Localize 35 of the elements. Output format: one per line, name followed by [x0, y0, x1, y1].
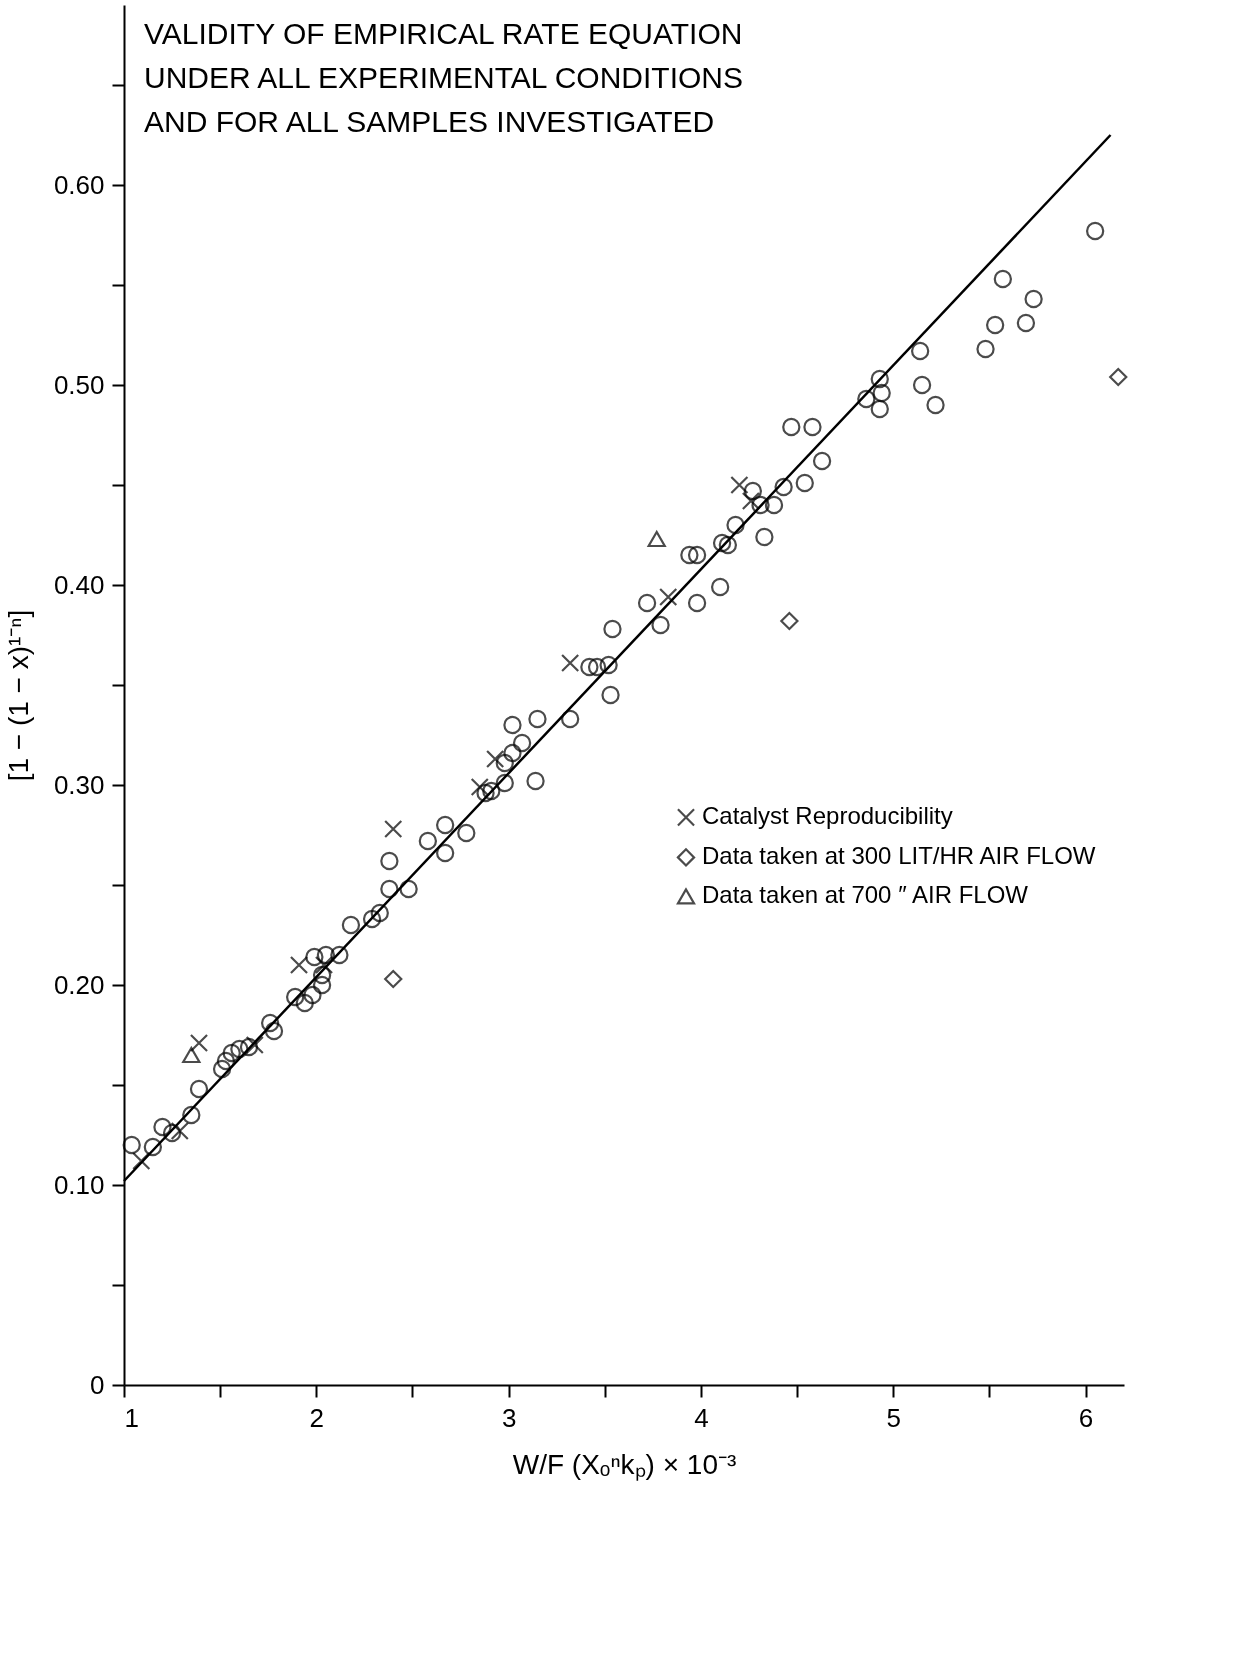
point — [780, 611, 799, 631]
point — [1109, 367, 1128, 387]
legend-label: Catalyst Reproducibility — [702, 802, 953, 830]
y-tick-label: 0.60 — [53, 169, 105, 200]
point — [245, 1035, 264, 1055]
x-axis-title: W/F (Xₒⁿkₚ) × 10⁻³ — [512, 1448, 737, 1481]
legend-label: Data taken at 300 LIT/HR AIR FLOW — [702, 842, 1096, 870]
point — [132, 1151, 151, 1171]
x-tick-label: 6 — [1078, 1402, 1094, 1433]
point — [289, 955, 309, 975]
x-tick-label: 4 — [694, 1402, 709, 1433]
text: VALIDITY OF EMPIRICAL RATE EQUATION UNDER ALL EXPERIMENTAL CONDITIONS AND FOR ALL SAMPLES INVESTIGATED — [144, 17, 744, 138]
legend-label: Data taken at 700 ″ AIR FLOW — [702, 881, 1029, 909]
y-tick-label: 0 — [90, 1369, 105, 1400]
point — [647, 530, 666, 548]
y-tick-label: 0.10 — [53, 1169, 105, 1200]
point — [485, 749, 505, 769]
point — [730, 475, 749, 495]
point — [560, 653, 580, 673]
point — [659, 587, 678, 607]
x-tick-label: 1 — [124, 1402, 139, 1433]
y-axis-title: [1 − (1 − x)¹⁻ⁿ] — [2, 609, 34, 782]
y-tick-label: 0.50 — [53, 369, 105, 400]
point — [384, 969, 403, 989]
x-tick-label: 3 — [501, 1402, 517, 1433]
point — [170, 1121, 189, 1141]
y-tick-label: 0.20 — [53, 969, 105, 1000]
point — [384, 819, 403, 839]
x-tick-label: 5 — [886, 1402, 901, 1433]
x-tick-label: 2 — [309, 1402, 325, 1433]
point — [189, 1033, 209, 1053]
point — [470, 777, 489, 797]
y-tick-label: 0.40 — [53, 569, 105, 600]
point — [182, 1046, 201, 1064]
y-tick-label: 0.30 — [53, 769, 105, 800]
